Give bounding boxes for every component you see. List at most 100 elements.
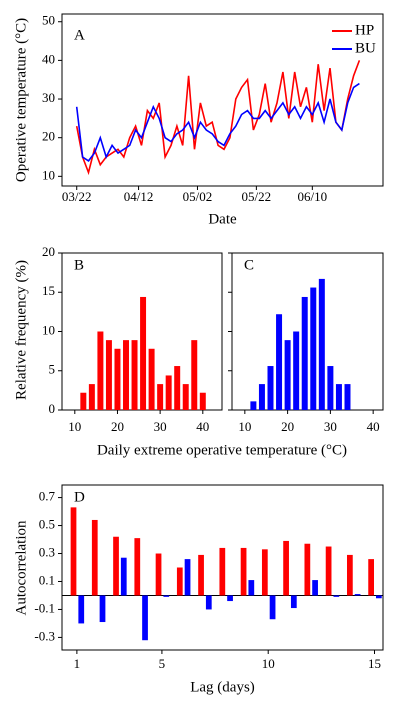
bar — [335, 384, 342, 410]
bar — [261, 549, 268, 596]
bar — [113, 536, 119, 596]
y-tick-label: 0.7 — [39, 489, 56, 504]
x-tick-label: 10 — [68, 419, 81, 434]
y-tick-label: 5 — [49, 362, 56, 377]
y-tick-label: 10 — [42, 322, 55, 337]
x-axis-label: Date — [208, 211, 237, 227]
bar — [310, 287, 317, 410]
bar — [290, 595, 297, 609]
x-tick-label: 1 — [74, 656, 81, 671]
y-tick-label: 0.1 — [39, 572, 55, 587]
bar — [105, 340, 112, 410]
bar — [163, 595, 170, 597]
panel-label: C — [244, 257, 254, 273]
bar — [155, 553, 162, 596]
bar — [354, 594, 361, 596]
bar — [91, 519, 98, 596]
bar — [174, 366, 181, 410]
bar — [250, 401, 257, 410]
bar — [114, 348, 121, 410]
bar — [283, 540, 289, 596]
bar — [304, 543, 311, 596]
bar — [80, 392, 87, 410]
x-axis-label: Daily extreme operative temperature (°C) — [97, 442, 347, 458]
y-tick-label: 40 — [42, 51, 55, 66]
legend-label: BU — [355, 40, 376, 56]
bar — [142, 595, 148, 641]
x-tick-label: 15 — [368, 656, 381, 671]
y-tick-label: -0.1 — [34, 600, 55, 615]
x-tick-label: 40 — [367, 419, 380, 434]
panel-label: D — [74, 489, 85, 505]
bar — [78, 595, 85, 624]
bar — [120, 557, 127, 596]
x-tick-label: 40 — [196, 419, 209, 434]
x-tick-label: 20 — [281, 419, 294, 434]
x-tick-label: 05/02 — [183, 189, 213, 204]
bar — [182, 384, 189, 410]
bar — [123, 340, 129, 410]
bar — [157, 384, 164, 410]
y-tick-label: 0.5 — [39, 517, 55, 532]
bar — [140, 296, 147, 410]
bar — [165, 375, 172, 410]
y-tick-label: 0 — [49, 401, 56, 416]
line — [75, 60, 361, 176]
y-axis-label: Autocorrelation — [13, 520, 29, 615]
x-tick-label: 06/10 — [298, 189, 328, 204]
bar — [148, 348, 155, 410]
x-tick-label: 30 — [324, 419, 337, 434]
x-tick-label: 20 — [111, 419, 124, 434]
x-tick-label: 03/22 — [62, 189, 92, 204]
bar — [318, 278, 325, 410]
legend-label: HP — [355, 22, 374, 38]
bar — [70, 507, 77, 596]
bar — [198, 554, 204, 596]
y-axis-label: Operative temperature (°C) — [13, 18, 29, 182]
bar — [99, 595, 106, 623]
plot-frame — [61, 484, 384, 651]
bar — [301, 296, 308, 410]
y-tick-label: 15 — [42, 283, 55, 298]
y-tick-label: 30 — [42, 90, 55, 105]
panel-label: B — [74, 257, 84, 273]
x-tick-label: 10 — [262, 656, 275, 671]
bar — [344, 384, 351, 410]
bar — [258, 384, 265, 410]
bar — [325, 546, 332, 596]
bar — [227, 595, 233, 602]
bar — [346, 554, 353, 596]
x-axis-label: Lag (days) — [190, 679, 255, 695]
bar — [276, 314, 283, 410]
y-tick-label: 0.3 — [39, 545, 55, 560]
bar — [184, 559, 191, 596]
x-tick-label: 10 — [238, 419, 251, 434]
x-tick-label: 05/22 — [242, 189, 272, 204]
y-tick-label: 50 — [42, 13, 55, 28]
bar — [293, 331, 300, 410]
bar — [199, 392, 206, 410]
bar — [248, 580, 255, 596]
bar — [205, 595, 212, 610]
line — [75, 82, 360, 162]
bar — [267, 366, 274, 410]
bar — [97, 331, 104, 410]
x-tick-label: 5 — [159, 656, 166, 671]
bar — [333, 595, 340, 597]
panel-label: A — [74, 27, 85, 43]
y-tick-label: -0.3 — [34, 628, 55, 643]
bar — [327, 366, 334, 410]
y-tick-label: 10 — [42, 167, 55, 182]
y-tick-label: 20 — [42, 129, 55, 144]
bar — [240, 547, 247, 596]
bar — [219, 547, 226, 596]
bar — [269, 595, 276, 620]
bar — [375, 595, 382, 599]
x-tick-label: 30 — [154, 419, 167, 434]
y-axis-label: Relative frequency (%) — [13, 260, 29, 400]
bar — [312, 580, 318, 596]
bar — [176, 567, 183, 596]
bar — [284, 340, 291, 410]
bar — [368, 559, 374, 596]
